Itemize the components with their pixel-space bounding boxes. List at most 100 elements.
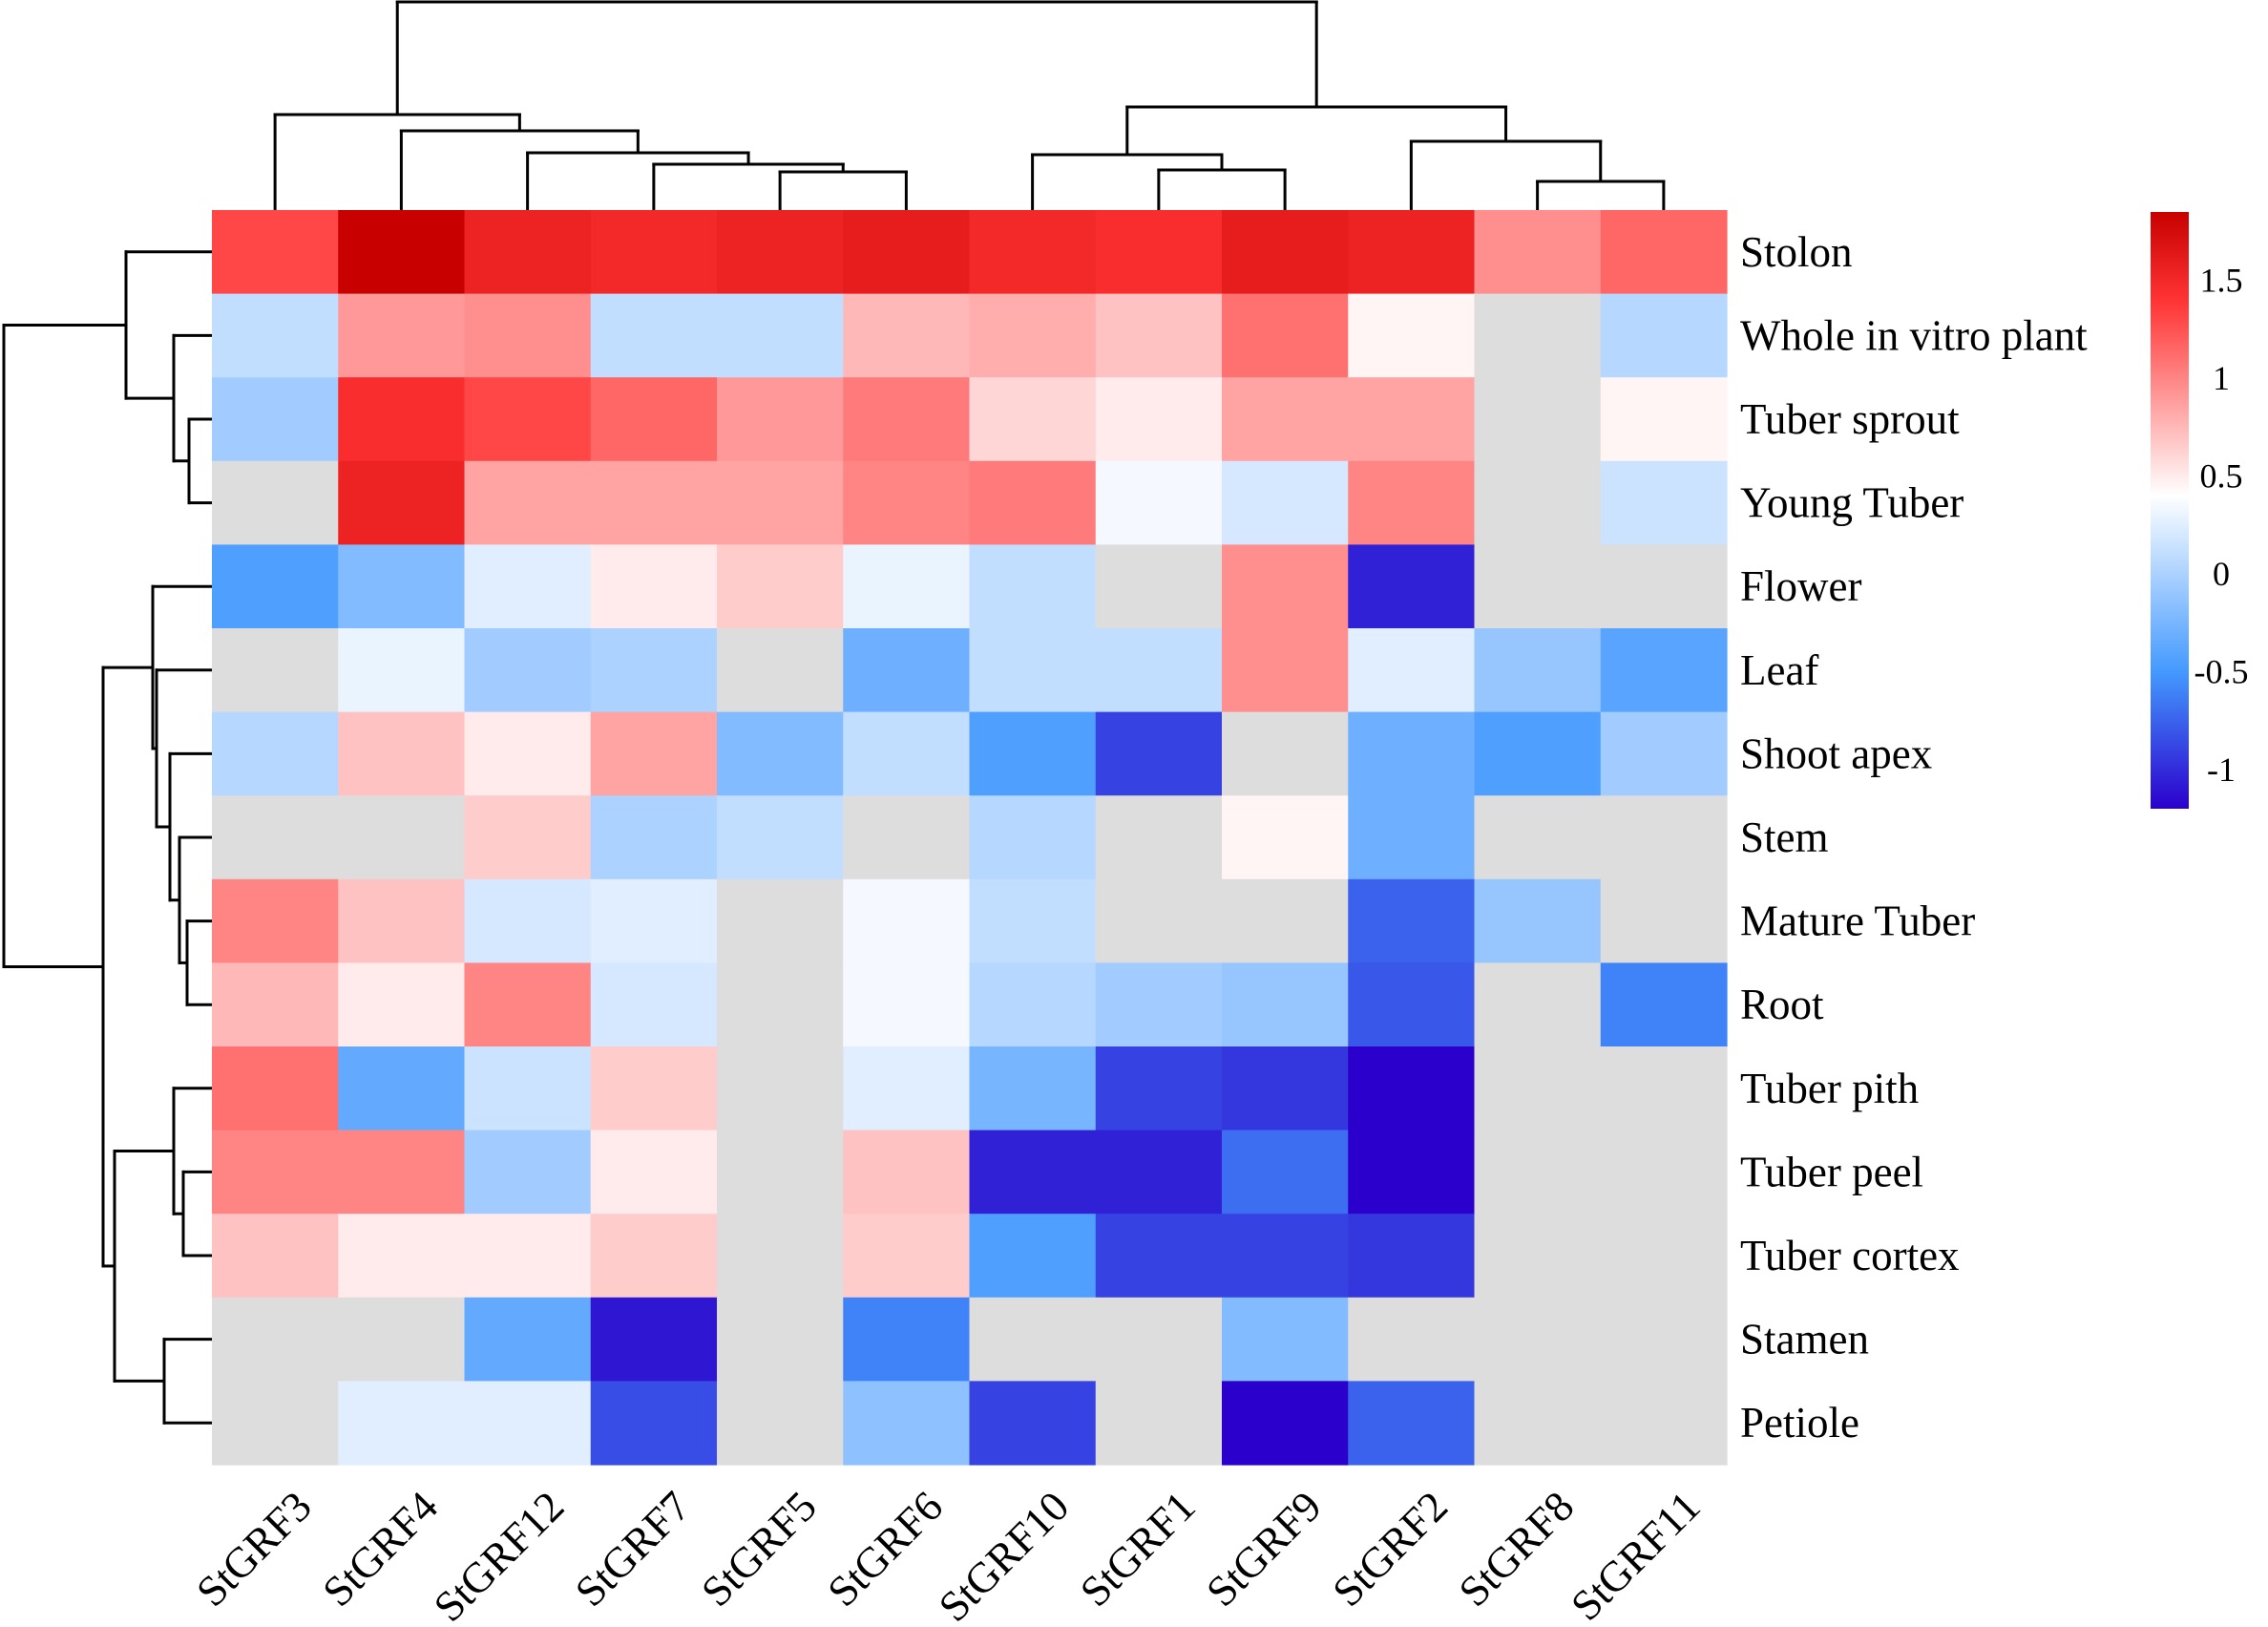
heatmap-cell	[338, 1214, 466, 1299]
heatmap-cell	[464, 460, 592, 545]
heatmap-cell	[590, 544, 718, 629]
heatmap-cell	[1348, 795, 1476, 880]
heatmap-cell	[212, 711, 339, 796]
heatmap-cell	[1095, 1130, 1223, 1215]
heatmap-cell	[1095, 962, 1223, 1047]
heatmap-cell	[590, 711, 718, 796]
column-label: StGRF3	[187, 1482, 321, 1616]
heatmap-cell	[212, 878, 339, 963]
heatmap-cell	[1600, 1130, 1728, 1215]
row-label: Leaf	[1740, 646, 1818, 694]
heatmap-cell	[969, 1046, 1097, 1131]
colorbar-tick-label: 1	[2213, 359, 2230, 397]
heatmap-cells	[212, 210, 1728, 1466]
column-label: StGRF9	[1197, 1482, 1331, 1616]
row-label: Tuber pith	[1740, 1065, 1919, 1112]
heatmap-cell	[1222, 293, 1349, 378]
heatmap-cell	[843, 293, 971, 378]
heatmap-cell	[969, 1381, 1097, 1466]
heatmap-cell	[1095, 460, 1223, 545]
heatmap-cell	[969, 1297, 1097, 1382]
heatmap-cell	[1095, 711, 1223, 796]
heatmap-cell	[338, 377, 466, 462]
heatmap-cell	[843, 962, 971, 1047]
heatmap-cell	[969, 377, 1097, 462]
heatmap-cell	[717, 711, 844, 796]
heatmap-cell	[717, 878, 844, 963]
column-label: StGRF5	[692, 1482, 826, 1616]
heatmap-cell	[464, 878, 592, 963]
heatmap-cell	[1095, 1381, 1223, 1466]
colorbar-gradient	[2151, 212, 2189, 809]
colorbar-tick-label: -0.5	[2194, 653, 2249, 691]
heatmap-cell	[212, 460, 339, 545]
heatmap-cell	[464, 628, 592, 713]
heatmap-cell	[1348, 878, 1476, 963]
row-label: Shoot apex	[1740, 729, 1932, 777]
heatmap-cell	[717, 210, 844, 295]
heatmap-cell	[1222, 1214, 1349, 1299]
heatmap-cell	[212, 1130, 339, 1215]
heatmap-cell	[338, 544, 466, 629]
heatmap-cell	[1474, 544, 1602, 629]
heatmap-cell	[1474, 795, 1602, 880]
heatmap-cell	[1600, 210, 1728, 295]
row-dendrogram	[2, 250, 213, 1425]
heatmap-cell	[338, 795, 466, 880]
heatmap-cell	[1095, 878, 1223, 963]
heatmap-cell	[1222, 460, 1349, 545]
heatmap-cell	[338, 711, 466, 796]
heatmap-cell	[1600, 1046, 1728, 1131]
heatmap-cell	[1222, 878, 1349, 963]
heatmap-cell	[1095, 293, 1223, 378]
heatmap-cell	[843, 377, 971, 462]
heatmap-cell	[1474, 1297, 1602, 1382]
colorbar-ticks: 1.5 1 0.5 0 -0.5 -1	[2194, 262, 2249, 789]
heatmap-cell	[212, 1046, 339, 1131]
colorbar-tick-label: 0	[2213, 555, 2230, 593]
heatmap-cell	[338, 210, 466, 295]
heatmap-cell	[464, 293, 592, 378]
heatmap-cell	[1348, 1381, 1476, 1466]
heatmap-cell	[1474, 460, 1602, 545]
heatmap-cell	[464, 1130, 592, 1215]
heatmap-cell	[1474, 1214, 1602, 1299]
heatmap-cell	[717, 544, 844, 629]
heatmap-cell	[969, 628, 1097, 713]
heatmap-cell	[338, 1381, 466, 1466]
heatmap-cell	[843, 795, 971, 880]
column-label: StGRF10	[930, 1482, 1079, 1627]
heatmap-cell	[590, 1297, 718, 1382]
colorbar-tick-label: 0.5	[2200, 457, 2243, 496]
heatmap-cell	[1348, 711, 1476, 796]
heatmap-cell	[1348, 1130, 1476, 1215]
heatmap-cell	[590, 1130, 718, 1215]
colorbar-legend: 1.5 1 0.5 0 -0.5 -1	[2151, 212, 2249, 809]
heatmap-cell	[843, 460, 971, 545]
heatmap-cell	[843, 210, 971, 295]
heatmap-cell	[212, 293, 339, 378]
heatmap-cell	[464, 377, 592, 462]
heatmap-cell	[1348, 293, 1476, 378]
heatmap-cell	[843, 1297, 971, 1382]
heatmap-cell	[1095, 377, 1223, 462]
heatmap-cell	[969, 962, 1097, 1047]
heatmap-cell	[590, 1381, 718, 1466]
column-label: StGRF2	[1323, 1482, 1457, 1616]
heatmap-cell	[464, 1381, 592, 1466]
heatmap-cell	[590, 878, 718, 963]
heatmap-cell	[717, 1046, 844, 1131]
heatmap-cell	[1095, 1297, 1223, 1382]
row-label: Stolon	[1740, 228, 1853, 276]
heatmap-cell	[969, 795, 1097, 880]
heatmap-cell	[464, 1046, 592, 1131]
colorbar-tick-label: -1	[2207, 750, 2236, 789]
heatmap-cell	[590, 1046, 718, 1131]
heatmap-cell	[843, 544, 971, 629]
row-label: Petiole	[1740, 1399, 1859, 1447]
heatmap-cell	[338, 1297, 466, 1382]
heatmap-cell	[212, 377, 339, 462]
heatmap-cell	[1348, 544, 1476, 629]
heatmap-cell	[1348, 377, 1476, 462]
heatmap-cell	[1348, 628, 1476, 713]
